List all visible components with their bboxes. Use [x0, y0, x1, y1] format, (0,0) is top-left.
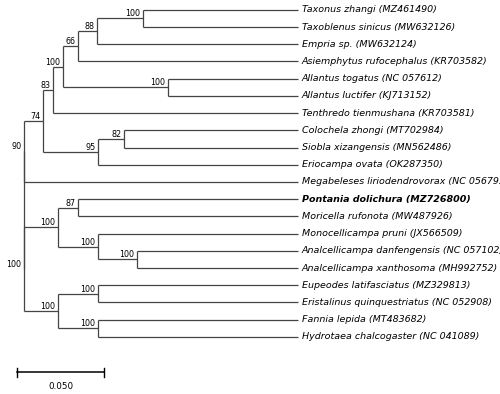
Text: Analcellicampa danfengensis (NC 057102): Analcellicampa danfengensis (NC 057102) [302, 246, 500, 255]
Text: 82: 82 [112, 130, 122, 139]
Text: 100: 100 [150, 78, 166, 87]
Text: Taxonus zhangi (MZ461490): Taxonus zhangi (MZ461490) [302, 6, 436, 14]
Text: 90: 90 [12, 143, 22, 151]
Text: Colochela zhongi (MT702984): Colochela zhongi (MT702984) [302, 126, 443, 135]
Text: Analcellicampa xanthosoma (MH992752): Analcellicampa xanthosoma (MH992752) [302, 264, 498, 273]
Text: 83: 83 [40, 81, 50, 90]
Text: Monocellicampa pruni (JX566509): Monocellicampa pruni (JX566509) [302, 229, 462, 238]
Text: 100: 100 [6, 260, 22, 269]
Text: Pontania dolichura (MZ726800): Pontania dolichura (MZ726800) [302, 195, 470, 204]
Text: Fannia lepida (MT483682): Fannia lepida (MT483682) [302, 315, 426, 324]
Text: Asiemphytus rufocephalus (KR703582): Asiemphytus rufocephalus (KR703582) [302, 57, 487, 66]
Text: 87: 87 [66, 199, 76, 208]
Text: 100: 100 [120, 251, 134, 259]
Text: Hydrotaea chalcogaster (NC 041089): Hydrotaea chalcogaster (NC 041089) [302, 333, 479, 341]
Text: Moricella rufonota (MW487926): Moricella rufonota (MW487926) [302, 212, 452, 221]
Text: 100: 100 [46, 58, 60, 67]
Text: Eristalinus quinquestriatus (NC 052908): Eristalinus quinquestriatus (NC 052908) [302, 298, 492, 307]
Text: 95: 95 [85, 143, 96, 152]
Text: Empria sp. (MW632124): Empria sp. (MW632124) [302, 40, 416, 49]
Text: Allantus togatus (NC 057612): Allantus togatus (NC 057612) [302, 74, 442, 83]
Text: 100: 100 [40, 302, 56, 311]
Text: 88: 88 [84, 22, 94, 32]
Text: Taxoblenus sinicus (MW632126): Taxoblenus sinicus (MW632126) [302, 22, 455, 32]
Text: 66: 66 [66, 37, 76, 46]
Text: Siobla xizangensis (MN562486): Siobla xizangensis (MN562486) [302, 143, 451, 152]
Text: 74: 74 [30, 112, 40, 121]
Text: 100: 100 [80, 238, 96, 247]
Text: Megabeleses liriodendrovorax (NC 056795): Megabeleses liriodendrovorax (NC 056795) [302, 177, 500, 186]
Text: Eriocampa ovata (OK287350): Eriocampa ovata (OK287350) [302, 160, 442, 169]
Text: 100: 100 [126, 9, 140, 19]
Text: 100: 100 [80, 319, 96, 328]
Text: Tenthredo tienmushana (KR703581): Tenthredo tienmushana (KR703581) [302, 109, 474, 118]
Text: 100: 100 [40, 218, 56, 227]
Text: 100: 100 [80, 285, 96, 294]
Text: Eupeodes latifasciatus (MZ329813): Eupeodes latifasciatus (MZ329813) [302, 281, 470, 290]
Text: 0.050: 0.050 [48, 382, 73, 391]
Text: Allantus luctifer (KJ713152): Allantus luctifer (KJ713152) [302, 91, 432, 100]
